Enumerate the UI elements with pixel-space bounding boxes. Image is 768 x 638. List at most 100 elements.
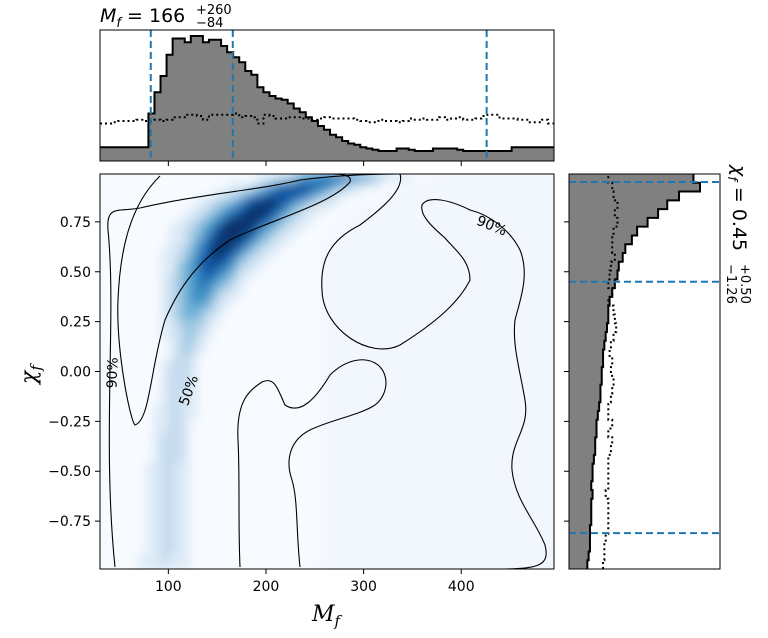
heatmap-cell	[251, 396, 260, 405]
heatmap-cell	[289, 396, 298, 405]
heatmap-cell	[130, 195, 139, 204]
heatmap-cell	[198, 317, 207, 326]
heatmap-cell	[122, 174, 131, 182]
heatmap-cell	[289, 367, 298, 376]
heatmap-cell	[145, 332, 154, 340]
heatmap-cell	[137, 461, 146, 470]
heatmap-cell	[311, 497, 321, 505]
heatmap-cell	[137, 411, 146, 419]
heatmap-cell	[100, 389, 109, 398]
heatmap-cell	[175, 418, 184, 426]
heatmap-cell	[152, 533, 162, 541]
heatmap-cell	[258, 332, 268, 340]
heatmap-cell	[107, 468, 116, 477]
heatmap-cell	[168, 490, 177, 498]
heatmap-cell	[122, 525, 131, 534]
heatmap-cell	[130, 324, 139, 333]
heatmap-cell	[274, 238, 283, 247]
heatmap-cell	[274, 339, 283, 347]
joint-panel: 100 200 300 400 0.750.500.250.00−0.25−0.50−…	[17, 173, 555, 630]
heatmap-cell	[190, 274, 199, 283]
heatmap-cell	[243, 561, 252, 569]
heatmap-cell	[258, 561, 268, 569]
heatmap-cell	[168, 389, 177, 398]
heatmap-cell	[145, 303, 154, 312]
heatmap-cell	[107, 224, 116, 233]
heatmap-cell	[274, 332, 283, 340]
heatmap-cell	[115, 260, 124, 268]
right-title-minus: −1.26	[723, 264, 738, 304]
heatmap-cell	[274, 303, 283, 312]
heatmap-cell	[100, 482, 109, 491]
heatmap-cell	[183, 360, 192, 369]
heatmap-cell	[152, 375, 162, 383]
heatmap-cell	[251, 482, 260, 491]
heatmap-cell	[289, 281, 298, 290]
heatmap-cell	[296, 533, 305, 541]
heatmap-cell	[160, 547, 169, 556]
heatmap-cell	[168, 339, 177, 347]
heatmap-cell	[327, 202, 336, 211]
heatmap-cell	[274, 209, 283, 218]
heatmap-cell	[364, 195, 373, 204]
heatmap-cell	[327, 174, 336, 182]
heatmap-cell	[130, 411, 139, 419]
heatmap-cell	[258, 525, 268, 534]
heatmap-cell	[152, 490, 162, 498]
heatmap-cell	[221, 497, 230, 505]
heatmap-cell	[266, 324, 275, 333]
heatmap-cell	[296, 209, 305, 218]
heatmap-cell	[152, 518, 162, 527]
heatmap-cell	[251, 339, 260, 347]
heatmap-cell	[236, 403, 245, 412]
heatmap-cell	[266, 209, 275, 218]
heatmap-cell	[107, 475, 116, 484]
heatmap-cell	[175, 181, 184, 189]
heatmap-cell	[304, 303, 313, 312]
heatmap-cell	[100, 281, 109, 290]
heatmap-cell	[137, 468, 146, 477]
heatmap-cell	[168, 432, 177, 441]
heatmap-cell	[251, 461, 260, 470]
heatmap-cell	[100, 468, 109, 477]
heatmap-cell	[160, 533, 169, 541]
heatmap-cell	[266, 339, 275, 347]
heatmap-cell	[228, 367, 237, 376]
heatmap-cell	[107, 346, 116, 355]
heatmap-cell	[183, 554, 192, 563]
heatmap-cell	[100, 439, 109, 448]
heatmap-cell	[152, 446, 162, 455]
heatmap-cell	[175, 346, 184, 355]
heatmap-cell	[274, 288, 283, 297]
heatmap-cell	[130, 360, 139, 369]
heatmap-cell	[160, 346, 169, 355]
heatmap-cell	[296, 288, 305, 297]
heatmap-cell	[205, 540, 215, 549]
heatmap-cell	[379, 181, 389, 189]
heatmap-cell	[327, 217, 336, 225]
heatmap-cell	[274, 224, 283, 233]
heatmap-cell	[137, 446, 146, 455]
heatmap-cell	[160, 561, 169, 569]
heatmap-cell	[296, 561, 305, 569]
heatmap-cell	[107, 454, 116, 462]
heatmap-cell	[205, 490, 215, 498]
heatmap-cell	[100, 533, 109, 541]
heatmap-cell	[160, 217, 169, 225]
heatmap-cell	[190, 188, 199, 197]
heatmap-cell	[266, 353, 275, 362]
heatmap-cell	[236, 346, 245, 355]
heatmap-cell	[274, 468, 283, 477]
heatmap-cell	[258, 310, 268, 319]
heatmap-cell	[304, 231, 313, 240]
heatmap-cell	[168, 303, 177, 312]
heatmap-cell	[137, 353, 146, 362]
heatmap-cell	[319, 174, 328, 182]
heatmap-cell	[198, 518, 207, 527]
heatmap-cell	[190, 375, 199, 383]
heatmap-cell	[115, 468, 124, 477]
heatmap-cell	[175, 296, 184, 304]
heatmap-cell	[137, 339, 146, 347]
heatmap-cell	[145, 396, 154, 405]
heatmap-cell	[311, 209, 321, 218]
